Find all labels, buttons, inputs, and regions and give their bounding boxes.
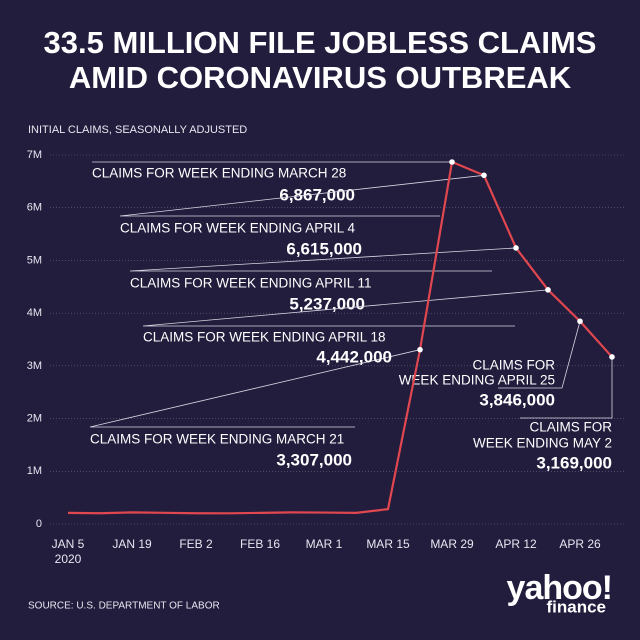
- x-tick-label: APR 12: [495, 537, 537, 551]
- annotation-text: CLAIMS FOR WEEK ENDING MARCH 28: [92, 166, 346, 181]
- data-point: [609, 354, 615, 360]
- y-tick-label: 2M: [27, 412, 42, 424]
- y-tick-label: 5M: [27, 254, 42, 266]
- data-point: [545, 287, 551, 293]
- y-tick-label: 7M: [27, 149, 42, 161]
- chart-title: AMID CORONAVIRUS OUTBREAK: [69, 60, 572, 95]
- data-point: [449, 159, 455, 165]
- x-tick-label: JAN 5: [52, 537, 85, 551]
- annotation-text: CLAIMS FOR WEEK ENDING APRIL 11: [130, 276, 372, 291]
- leader-line: [142, 289, 549, 327]
- subtitle: INITIAL CLAIMS, SEASONALLY ADJUSTED: [28, 124, 247, 136]
- y-tick-label: 0: [36, 518, 42, 530]
- source: SOURCE: U.S. DEPARTMENT OF LABOR: [28, 601, 220, 612]
- y-tick-label: 3M: [27, 360, 42, 372]
- leader-line: [89, 349, 421, 428]
- data-label: 6,615,000: [286, 239, 362, 258]
- leader-line: [498, 321, 581, 389]
- y-tick-label: 4M: [27, 307, 42, 319]
- data-label: 5,237,000: [289, 294, 365, 313]
- annotation-text: CLAIMS FOR: [529, 420, 612, 435]
- leader-line: [520, 356, 613, 419]
- annotation-text: CLAIMS FOR WEEK ENDING APRIL 18: [143, 330, 386, 345]
- leader-line: [119, 174, 485, 217]
- data-point: [417, 346, 423, 353]
- annotation-text: WEEK ENDING APRIL 25: [399, 373, 555, 388]
- x-tick-label: MAR 1: [306, 537, 343, 551]
- brand: yahoo!: [507, 569, 612, 607]
- annotation-text: CLAIMS FOR WEEK ENDING MARCH 21: [90, 432, 344, 447]
- data-point: [481, 172, 487, 179]
- y-tick-label: 1M: [27, 465, 42, 477]
- series-line: [67, 160, 613, 515]
- x-tick-label: APR 26: [559, 537, 601, 551]
- x-tick-label: FEB 16: [240, 537, 280, 551]
- data-point: [577, 318, 583, 325]
- brand-sub: finance: [546, 597, 606, 616]
- data-label: 3,307,000: [276, 450, 352, 469]
- x-tick-label: MAR 15: [366, 537, 410, 551]
- x-tick-label: FEB 2: [179, 537, 213, 551]
- annotation-text: CLAIMS FOR WEEK ENDING APRIL 4: [120, 221, 356, 236]
- data-label: 6,867,000: [279, 185, 355, 204]
- x-tick-label: JAN 19: [112, 537, 152, 551]
- x-tick-label: MAR 29: [430, 537, 474, 551]
- leader-line: [129, 247, 517, 272]
- annotation-text: CLAIMS FOR: [472, 358, 555, 373]
- data-label: 4,442,000: [316, 347, 392, 366]
- data-label: 3,169,000: [536, 453, 612, 472]
- x-tick-year: 2020: [55, 552, 82, 566]
- data-point: [513, 245, 519, 251]
- chart-title: 33.5 MILLION FILE JOBLESS CLAIMS: [44, 25, 597, 60]
- data-label: 3,846,000: [479, 390, 555, 409]
- y-tick-label: 6M: [27, 202, 42, 214]
- annotation-text: WEEK ENDING MAY 2: [473, 436, 612, 451]
